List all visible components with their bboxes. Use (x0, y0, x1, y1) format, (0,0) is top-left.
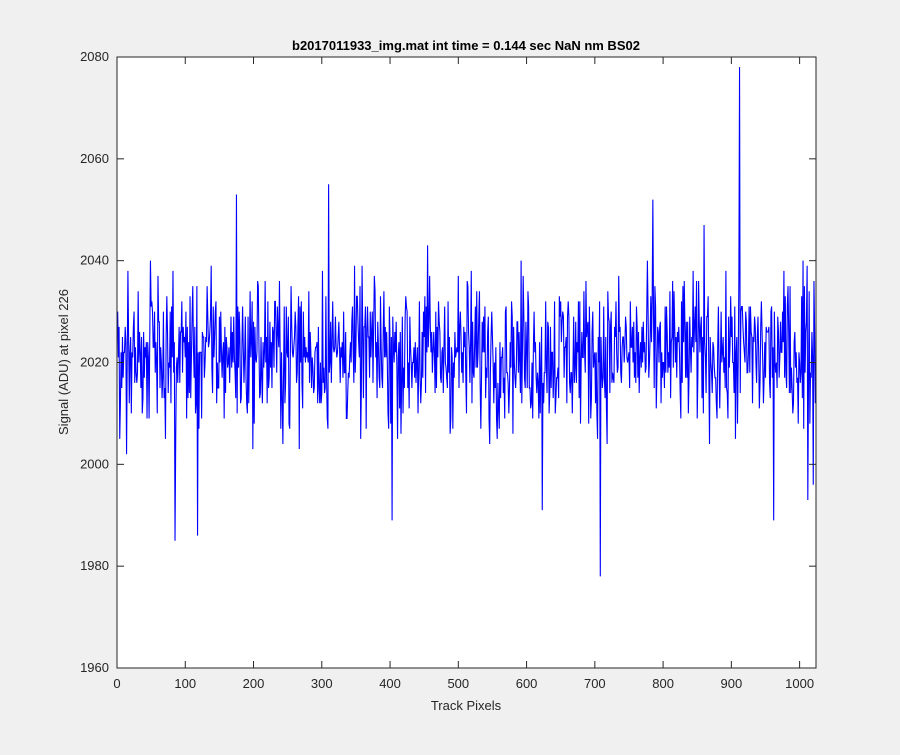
x-tick-label: 200 (243, 676, 265, 691)
y-tick-label: 2040 (80, 253, 109, 268)
x-tick-label: 100 (174, 676, 196, 691)
signal-series-line (116, 67, 816, 577)
y-tick-label: 2060 (80, 151, 109, 166)
x-tick-label: 300 (311, 676, 333, 691)
x-tick-label: 1000 (785, 676, 814, 691)
y-axis-label: Signal (ADU) at pixel 226 (56, 289, 71, 435)
x-tick-label: 700 (584, 676, 606, 691)
x-tick-label: 800 (652, 676, 674, 691)
x-tick-label: 500 (447, 676, 469, 691)
y-tick-label: 1980 (80, 558, 109, 573)
chart-title: b2017011933_img.mat int time = 0.144 sec… (292, 38, 640, 53)
x-tick-label: 600 (516, 676, 538, 691)
x-tick-label: 900 (721, 676, 743, 691)
x-tick-label: 0 (113, 676, 120, 691)
y-tick-label: 1960 (80, 660, 109, 675)
y-tick-label: 2000 (80, 456, 109, 471)
y-tick-label: 2020 (80, 355, 109, 370)
y-tick-label: 2080 (80, 49, 109, 64)
x-tick-label: 400 (379, 676, 401, 691)
x-axis-label: Track Pixels (431, 698, 502, 713)
